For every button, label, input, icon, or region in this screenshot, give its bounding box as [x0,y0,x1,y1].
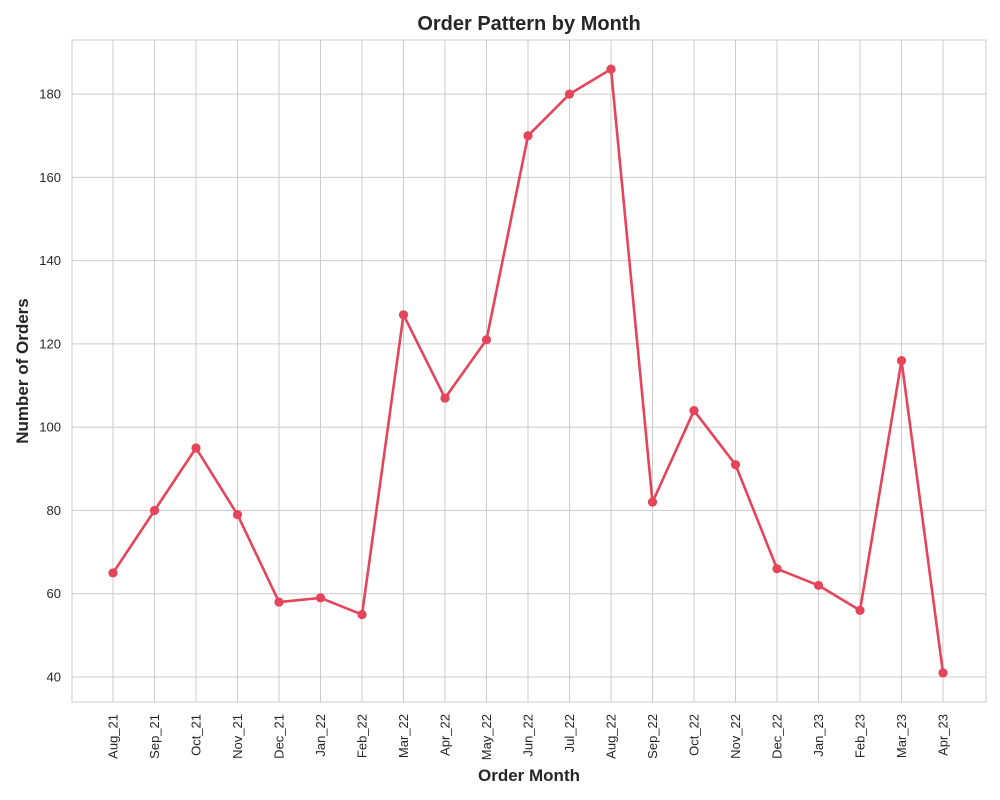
data-point [315,593,326,603]
data-point [108,568,118,578]
x-tick-label: Dec_22 [770,714,785,759]
x-tick-label: Nov_21 [230,714,245,759]
x-tick-label: May_22 [479,714,494,760]
x-tick-label: Oct_22 [687,714,702,756]
y-tick-label: 140 [39,253,61,268]
x-tick-label: Aug_22 [604,714,619,759]
x-tick-label: Mar_22 [396,714,411,758]
x-tick-label: Feb_23 [853,714,868,758]
x-tick-label: Jan_22 [313,714,328,757]
data-point [357,609,367,620]
plot-frame [71,39,987,703]
data-point [896,355,907,366]
x-tick-label: Sep_21 [147,714,162,759]
y-tick-label: 180 [39,87,61,102]
series [108,64,948,678]
y-tick-label: 60 [47,586,61,601]
data-point [564,89,575,99]
x-tick-label: Feb_22 [355,714,370,758]
x-tick-label: Jun_22 [521,714,536,757]
data-point [855,605,865,616]
data-point [274,597,284,607]
data-point [398,310,409,320]
x-axis-label: Order Month [478,766,580,785]
y-axis-label: Number of Orders [13,298,32,443]
y-tick-label: 160 [39,170,61,185]
x-tick-label: Mar_23 [894,714,909,758]
x-tick-label: Sep_22 [645,714,660,759]
data-point [813,580,824,591]
grid-lines [72,40,986,702]
x-tick-labels: Aug_21 Sep_21 Oct_21 Nov_21 Dec_21 Jan_22 Feb_… [106,714,951,760]
data-point [689,405,699,416]
x-tick-label: Oct_21 [189,714,204,756]
y-tick-label: 80 [47,503,61,518]
x-tick-label: Apr_23 [936,714,951,756]
data-point [191,443,201,453]
y-tick-label: 100 [39,420,61,435]
data-point [440,393,450,403]
x-tick-label: Nov_22 [728,714,743,759]
data-point [938,668,948,678]
x-tick-label: Dec_21 [272,714,287,759]
y-tick-labels: 40 60 80 100 120 140 160 180 [39,87,61,685]
data-point [772,564,782,574]
chart-title: Order Pattern by Month [417,13,640,35]
x-tick-label: Jul_22 [562,714,577,752]
x-tick-label: Aug_21 [106,714,121,759]
x-tick-label: Apr_22 [438,714,453,756]
data-point [149,505,160,516]
data-point [606,64,616,74]
data-point [730,460,741,470]
data-point [647,497,658,507]
data-point [481,335,492,345]
x-tick-label: Jan_23 [811,714,826,757]
data-point [523,131,533,141]
y-tick-label: 120 [39,336,61,351]
data-point [232,510,243,520]
y-tick-label: 40 [47,670,61,685]
